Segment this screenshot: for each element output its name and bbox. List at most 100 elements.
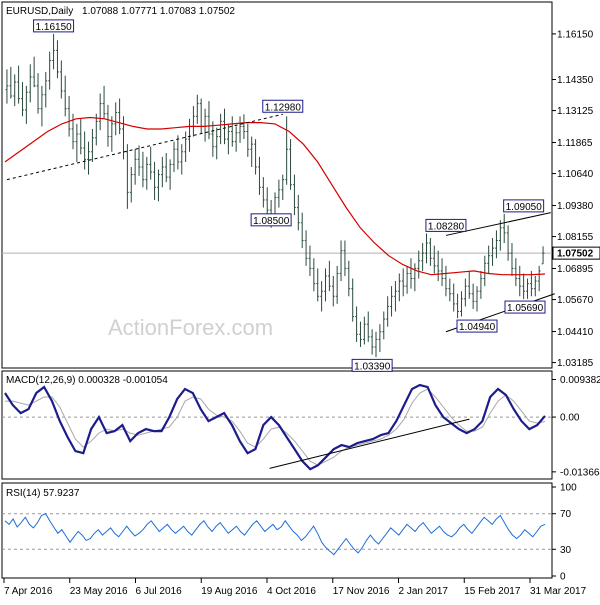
price-bar xyxy=(242,114,246,140)
price-bar xyxy=(491,237,494,266)
x-tick-label: 15 Feb 2017 xyxy=(464,586,521,597)
rsi-tick-label: 30 xyxy=(560,545,572,556)
price-bar xyxy=(137,145,141,176)
price-bar xyxy=(479,270,483,299)
annotation-label: 1.08280 xyxy=(428,221,465,232)
price-bar xyxy=(114,102,118,136)
price-bar xyxy=(234,126,238,152)
price-bar xyxy=(180,144,184,175)
price-bar xyxy=(223,108,226,145)
price-bar xyxy=(417,250,421,279)
price-annotation: 1.08500 xyxy=(250,213,292,227)
ohlc-header: 1.07088 1.07771 1.07083 1.07502 xyxy=(82,6,235,17)
price-bar xyxy=(464,278,467,307)
price-bar xyxy=(304,230,308,266)
price-bar xyxy=(265,187,269,218)
annotation-box xyxy=(33,19,75,33)
price-bar xyxy=(44,71,48,108)
price-panel-frame xyxy=(1,1,553,369)
price-bar xyxy=(471,283,475,309)
price-tick-label: 1.05670 xyxy=(557,295,594,306)
x-tick-label: 19 Aug 2016 xyxy=(201,586,258,597)
annotation-box xyxy=(425,218,467,232)
price-bar xyxy=(110,116,114,152)
price-bar xyxy=(495,230,498,259)
price-bar xyxy=(250,136,254,167)
price-bar xyxy=(456,293,459,319)
price-annotations: 1.16150 1.12980 1.08500 1.03390 1.08280 1.090… xyxy=(33,19,546,372)
annotation-box xyxy=(456,319,498,333)
price-tick-label: 1.11865 xyxy=(557,138,593,149)
price-bar xyxy=(160,156,164,188)
price-bar xyxy=(258,156,261,195)
macd-tick-label: 0.00 xyxy=(560,413,580,424)
macd-trendline xyxy=(269,418,470,469)
price-bar xyxy=(382,311,386,340)
price-trendline xyxy=(6,113,283,181)
price-annotation: 1.16150 xyxy=(33,19,75,33)
price-bar xyxy=(91,128,94,162)
price-bar xyxy=(328,260,331,292)
symbol-header: EURUSD,Daily xyxy=(6,6,73,17)
price-bar xyxy=(40,85,44,127)
annotation-label: 1.12980 xyxy=(265,102,302,113)
price-tick-label: 1.04410 xyxy=(557,327,594,338)
price-bar xyxy=(67,96,71,137)
price-bar xyxy=(514,258,518,287)
rsi-panel-label: RSI(14) 57.9237 xyxy=(6,488,80,499)
rsi-panel-frame xyxy=(1,482,553,579)
price-bar xyxy=(409,258,413,289)
price-bar xyxy=(211,121,215,157)
price-tick-label: 1.14350 xyxy=(557,75,594,86)
last-price-box xyxy=(552,246,600,260)
last-price-label: 1.07502 xyxy=(557,249,594,260)
price-bar xyxy=(28,64,32,103)
x-tick-label: 4 Oct 2016 xyxy=(267,586,316,597)
price-bar xyxy=(21,82,24,117)
price-bar xyxy=(331,276,335,307)
annotation-label: 1.16150 xyxy=(36,22,73,33)
price-bar xyxy=(366,311,370,342)
price-bar xyxy=(261,177,265,208)
price-bar xyxy=(172,141,176,173)
annotation-label: 1.04940 xyxy=(459,322,496,333)
price-bar xyxy=(397,273,401,302)
price-bar xyxy=(467,270,471,299)
price-bar xyxy=(421,243,424,271)
rsi-tick-label: 70 xyxy=(560,509,572,520)
price-bar xyxy=(102,85,106,119)
price-bar xyxy=(56,40,59,79)
price-bar xyxy=(374,331,378,358)
annotation-box xyxy=(504,300,546,314)
price-bar xyxy=(487,245,491,274)
price-bar xyxy=(254,139,257,175)
price-bar xyxy=(246,123,250,157)
price-tick-label: 1.10640 xyxy=(557,169,594,180)
x-tick-label: 31 Mar 2017 xyxy=(530,586,587,597)
annotation-box xyxy=(503,199,545,213)
price-bar xyxy=(5,69,9,104)
price-tick-label: 1.08155 xyxy=(557,232,594,243)
price-bar xyxy=(320,281,323,312)
price-bar xyxy=(339,240,343,282)
price-annotation: 1.12980 xyxy=(262,99,304,113)
chart-symbol-header: EURUSD,Daily 1.07088 1.07771 1.07083 1.0… xyxy=(6,6,235,17)
annotation-box xyxy=(262,99,304,113)
price-bar xyxy=(75,123,79,162)
price-tick-label: 1.03185 xyxy=(557,358,594,369)
watermark: ActionForex.com xyxy=(108,315,273,340)
price-bar xyxy=(195,94,199,124)
price-bar xyxy=(281,174,285,200)
x-tick-label: 6 Jul 2016 xyxy=(136,586,183,597)
price-bar xyxy=(386,296,390,327)
price-bar xyxy=(316,268,320,302)
price-bar xyxy=(9,66,13,99)
rsi-tick-label: 100 xyxy=(560,483,577,494)
price-bars xyxy=(5,33,545,358)
price-bar xyxy=(63,75,67,117)
annotation-label: 1.03390 xyxy=(354,361,391,372)
rsi-line xyxy=(4,513,546,556)
price-annotation: 1.08280 xyxy=(425,218,467,232)
